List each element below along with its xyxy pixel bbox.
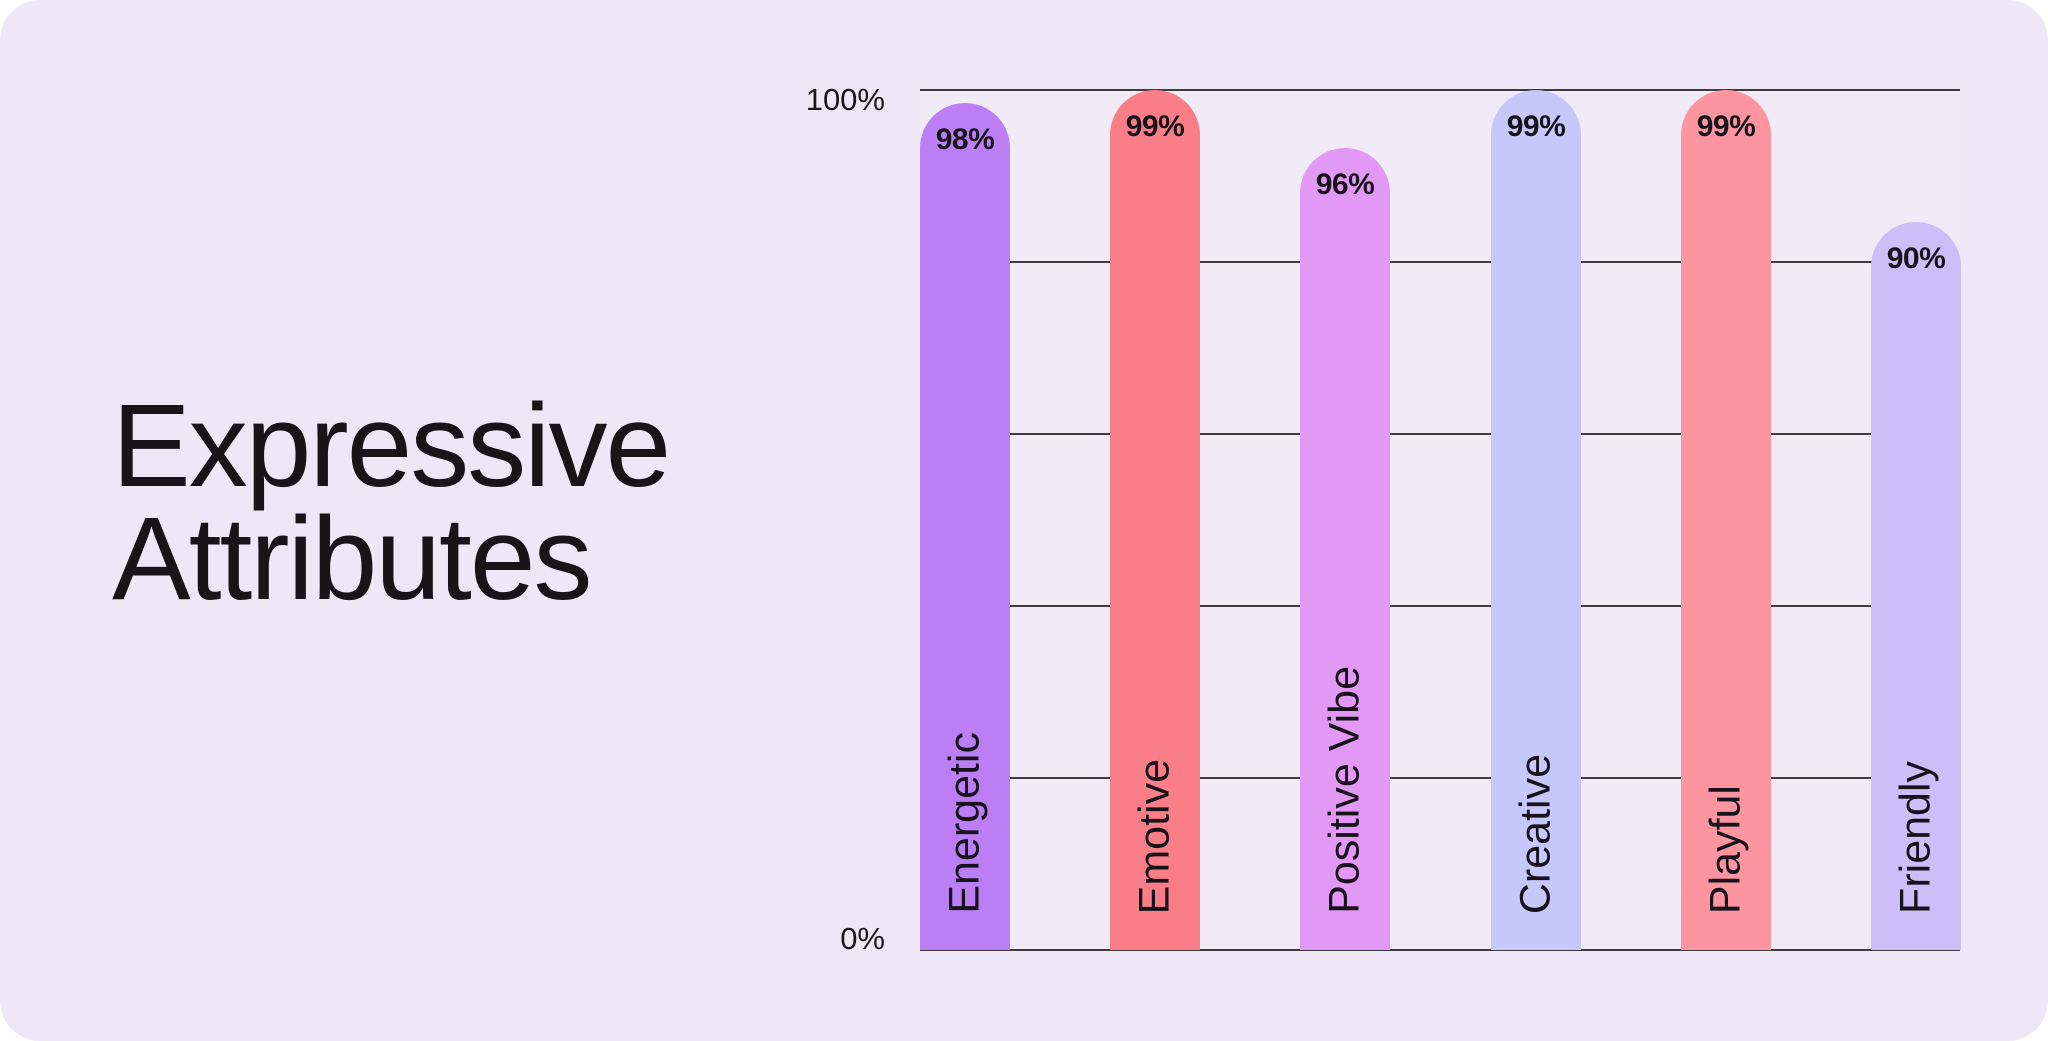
bar-category-label-positive-vibe: Positive Vibe: [1320, 666, 1369, 914]
gridline-60pct: [920, 433, 1960, 435]
plot-area: 98% Energetic 99% Emotive 96% Positive Vibe 99…: [920, 89, 1961, 951]
bar-energetic: 98% Energetic: [920, 103, 1010, 950]
bar-value-label-energetic: 98%: [935, 123, 995, 156]
bar-emotive: 99% Emotive: [1110, 90, 1200, 950]
page-title: Expressive Attributes: [112, 380, 671, 625]
gridline-40pct: [920, 605, 1960, 607]
gridline-80pct: [920, 261, 1960, 263]
bar-value-label-creative: 99%: [1506, 110, 1566, 143]
bar-category-label-energetic: Energetic: [940, 732, 989, 914]
gridline-0pct: [920, 949, 1960, 951]
gridline-20pct: [920, 777, 1960, 779]
page-title-line2: Attributes: [112, 493, 592, 625]
y-axis-label-100: 100%: [805, 82, 885, 117]
gridline-100pct: [920, 89, 1960, 91]
bar-value-label-playful: 99%: [1696, 110, 1756, 143]
bar-value-label-friendly: 90%: [1886, 242, 1946, 275]
bar-category-label-friendly: Friendly: [1891, 761, 1940, 914]
bar-friendly: 90% Friendly: [1871, 222, 1961, 950]
bar-value-label-emotive: 99%: [1125, 110, 1185, 143]
bar-playful: 99% Playful: [1681, 90, 1771, 950]
bar-category-label-creative: Creative: [1511, 753, 1560, 914]
bar-value-label-positive-vibe: 96%: [1315, 168, 1375, 201]
bar-category-label-playful: Playful: [1701, 784, 1750, 914]
bar-positive-vibe: 96% Positive Vibe: [1300, 148, 1390, 950]
y-axis-label-0: 0%: [840, 921, 885, 956]
page-title-line1: Expressive: [112, 380, 671, 512]
bar-category-label-emotive: Emotive: [1130, 758, 1179, 914]
bar-creative: 99% Creative: [1491, 90, 1581, 950]
